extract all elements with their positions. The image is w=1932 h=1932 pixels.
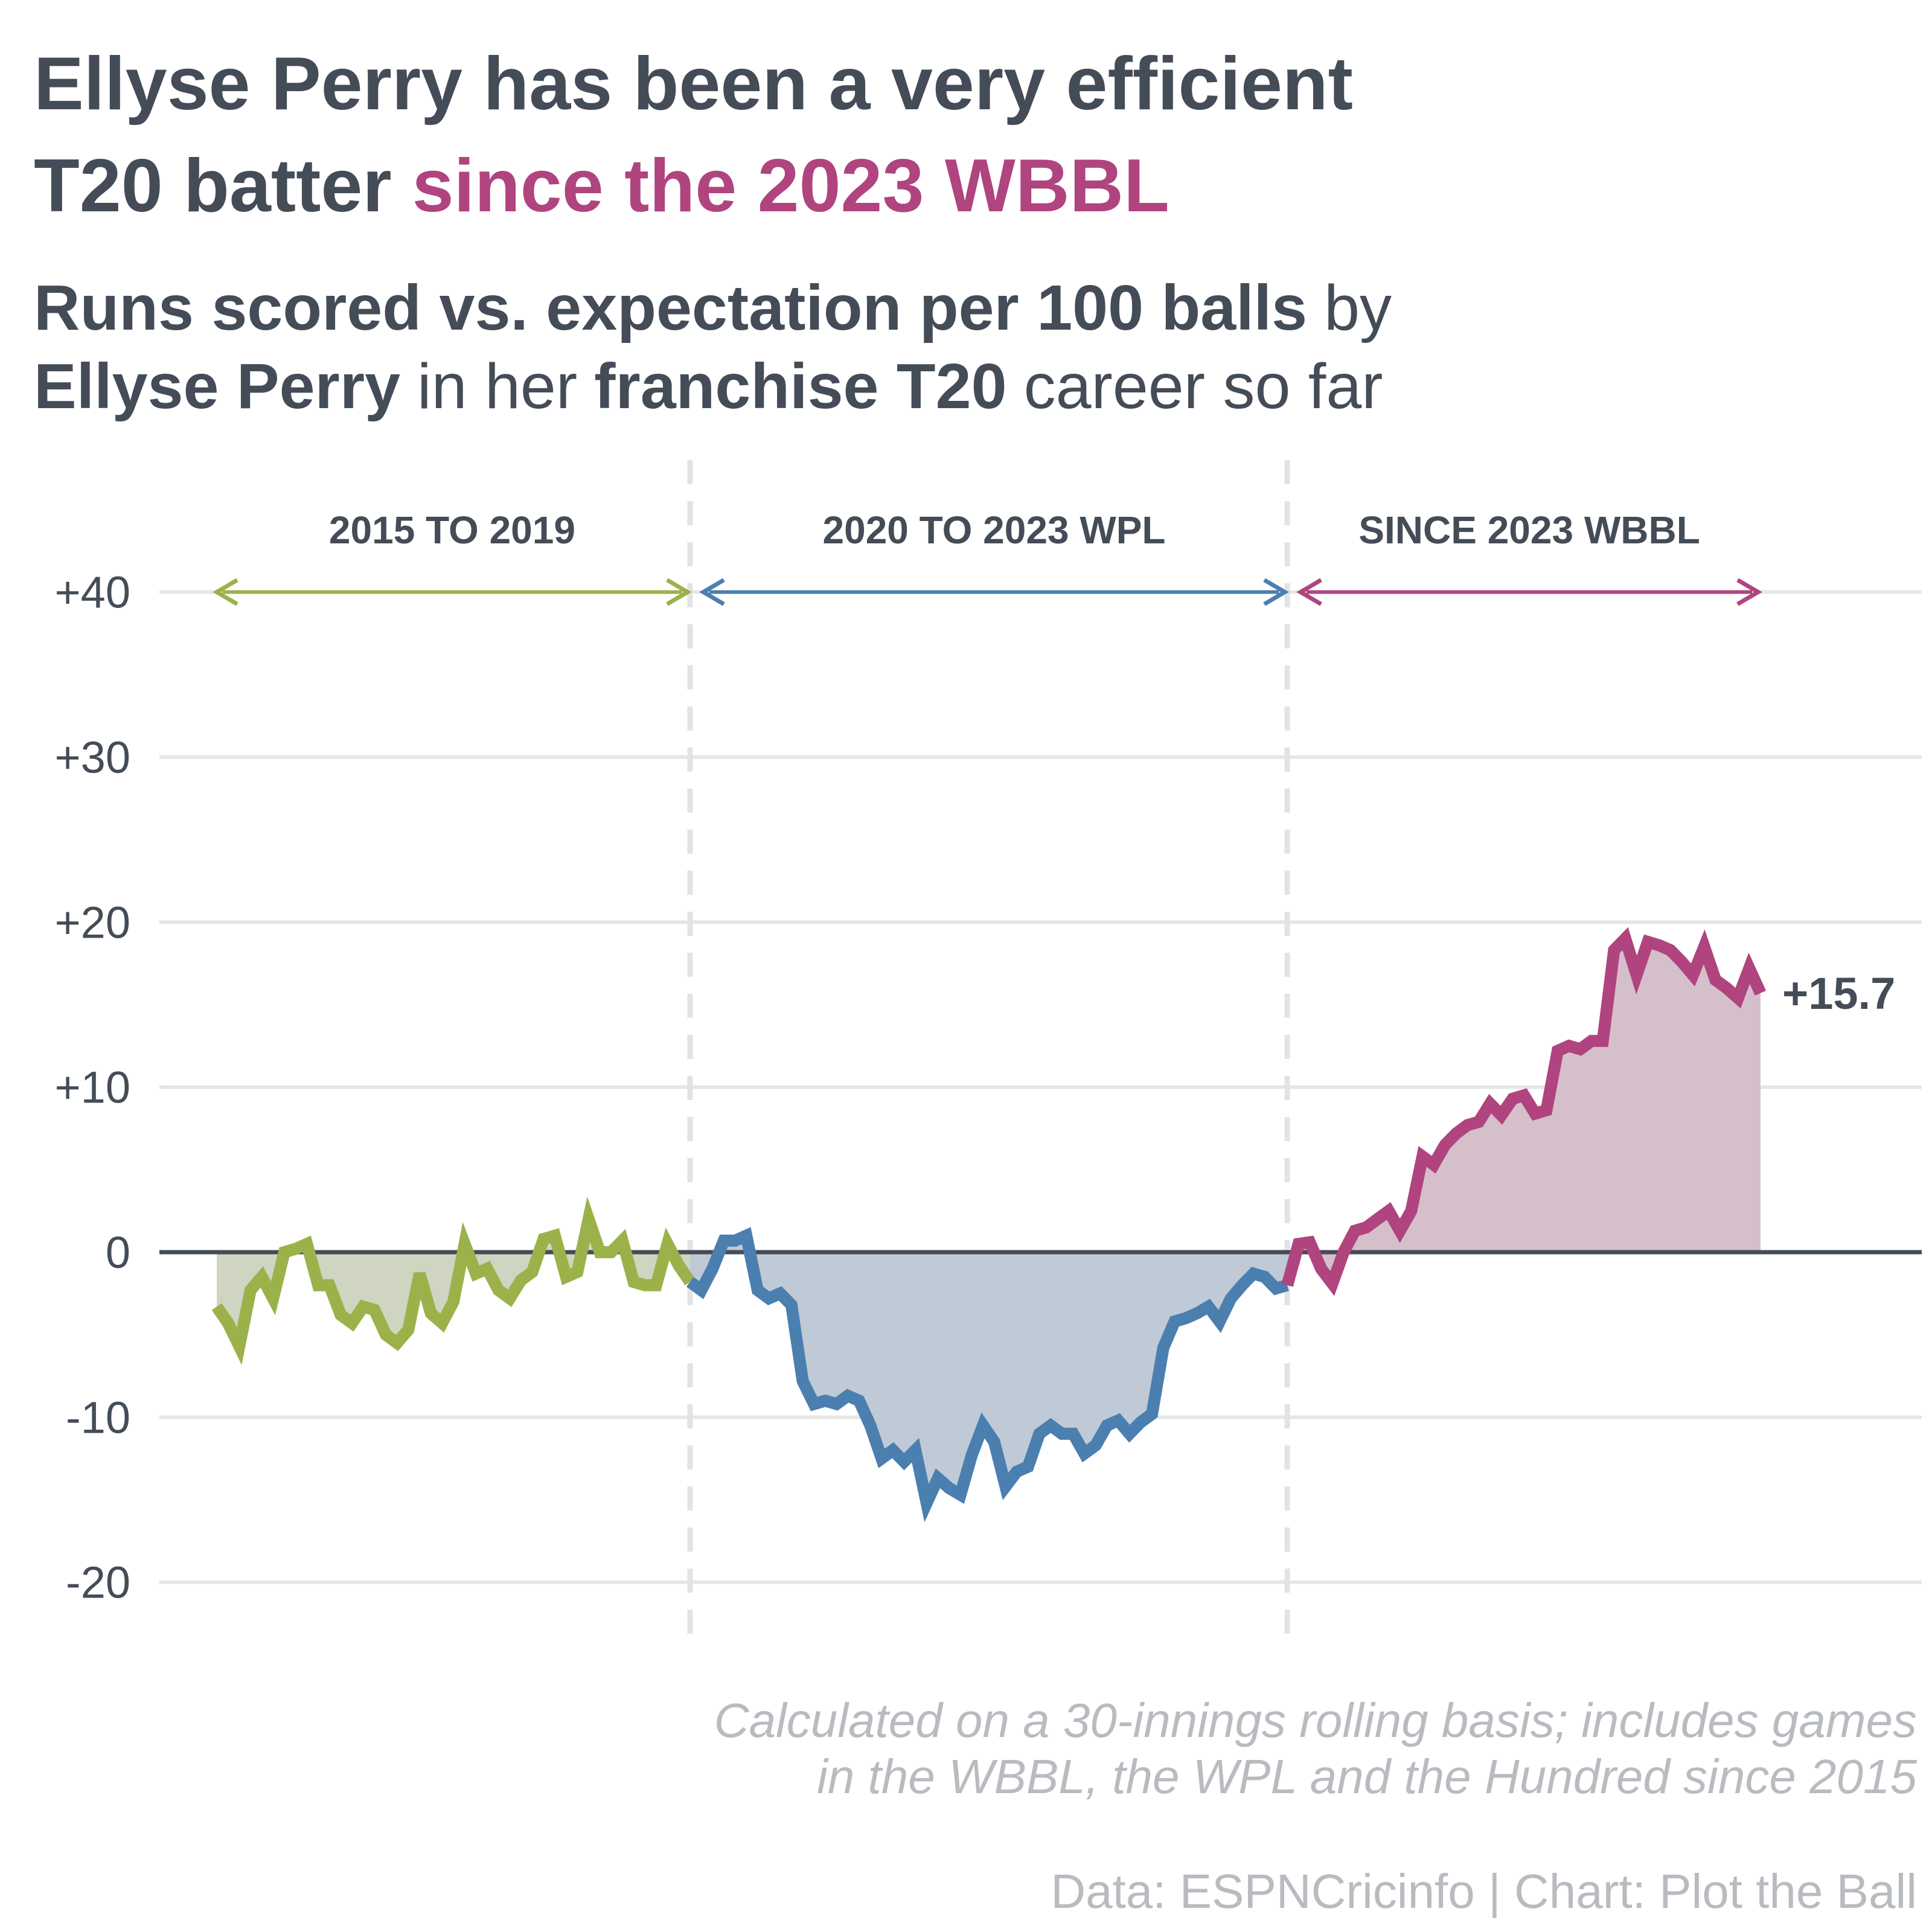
area: [689, 1235, 1288, 1503]
arrow-head: [1263, 578, 1290, 606]
subtitle-part: Ellyse Perry: [34, 351, 400, 422]
line: [1281, 927, 1767, 1296]
subtitle: Ellyse Perry in her franchise T20 career so…: [34, 351, 1383, 422]
y-tick-label: +30: [54, 732, 130, 782]
title-highlight: since the 2023 WBBL: [412, 144, 1169, 228]
legend-label: 2020 TO 2023 WPL: [823, 508, 1166, 552]
chart-title: T20 batter since the 2023 WBBL: [34, 144, 1169, 228]
arrow-head: [1296, 578, 1322, 606]
arrow-head: [666, 578, 692, 606]
line: [211, 1196, 696, 1365]
plot-background: [159, 460, 1922, 1648]
area: [1287, 938, 1761, 1285]
subtitle-part: in her: [417, 351, 577, 422]
y-tick-label: -20: [66, 1558, 130, 1608]
arrow-head: [1736, 578, 1762, 606]
chart-title: Ellyse Perry has been a very efficient: [34, 42, 1353, 126]
y-tick-label: +20: [54, 897, 130, 947]
subtitle-part: franchise T20: [594, 351, 1006, 422]
y-tick-label: 0: [106, 1227, 130, 1278]
arrow-head: [213, 578, 238, 606]
subtitle: Runs scored vs. expectation per 100 ball…: [34, 272, 1392, 344]
title-line: Ellyse Perry has been a very efficient: [34, 42, 1353, 126]
subtitle-part: career so far: [1024, 351, 1383, 422]
subtitle-part: Runs scored vs. expectation per 100 ball…: [34, 272, 1307, 344]
subtitle-part: by: [1324, 272, 1392, 344]
footnote: Calculated on a 30-innings rolling basis…: [714, 1694, 1917, 1747]
y-tick-label: -10: [66, 1392, 130, 1442]
line: [686, 1227, 1289, 1523]
title-line: T20 batter: [34, 144, 392, 228]
legend-label: SINCE 2023 WBBL: [1358, 508, 1700, 552]
y-tick-label: +40: [54, 568, 130, 618]
legend-label: 2015 TO 2019: [329, 508, 575, 552]
y-tick-label: +10: [54, 1063, 130, 1113]
data-label: +15.7: [1782, 968, 1895, 1019]
source: Data: ESPNCricinfo | Chart: Plot the Bal…: [1051, 1864, 1917, 1918]
footnote: in the WBBL, the WPL and the Hundred sin…: [817, 1750, 1917, 1803]
arrow-head: [699, 578, 725, 606]
